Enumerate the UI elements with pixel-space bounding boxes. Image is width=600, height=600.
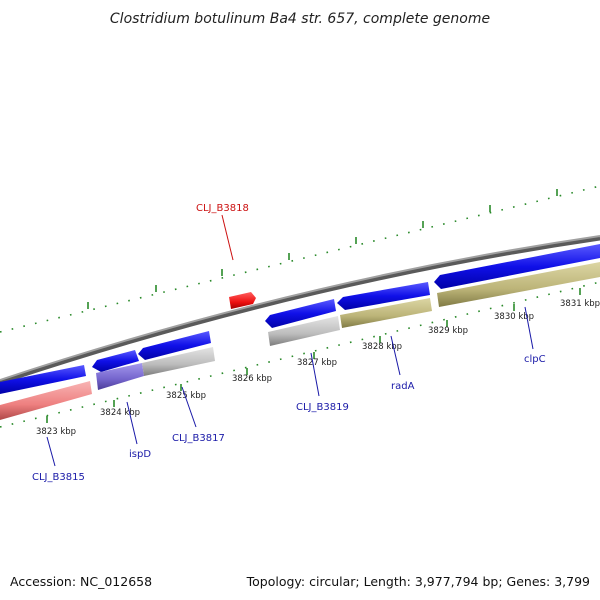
cds-arrow[interactable] xyxy=(138,331,211,360)
gene-label-CLJ_B3817[interactable]: CLJ_B3817 xyxy=(172,433,225,444)
feature-CLJ_B3818[interactable] xyxy=(229,292,256,309)
tick-label: 3830 kbp xyxy=(494,312,534,322)
gene-leader-lines xyxy=(46,214,534,467)
feature-olive[interactable] xyxy=(340,298,432,328)
cds-arrow[interactable] xyxy=(0,365,86,394)
gene-label-CLJ_B3819[interactable]: CLJ_B3819 xyxy=(296,402,349,413)
inner-major-ticks xyxy=(46,288,581,423)
feature-gray[interactable] xyxy=(142,347,215,376)
tick-label: 3827 kbp xyxy=(297,358,337,368)
gene-labels: CLJ_B3815 ispD CLJ_B3817 CLJ_B3818 CLJ_B… xyxy=(32,203,546,483)
tick-label: 3829 kbp xyxy=(428,326,468,336)
cds-arrow[interactable] xyxy=(92,350,139,372)
feature-track xyxy=(0,262,600,420)
accession-text: Accession: NC_012658 xyxy=(10,574,152,589)
map-title: Clostridium botulinum Ba4 str. 657, comp… xyxy=(110,11,490,27)
tick-label: 3826 kbp xyxy=(232,374,272,384)
gene-label-radA[interactable]: radA xyxy=(391,381,415,392)
feature-purple[interactable] xyxy=(96,363,144,390)
feature-olive[interactable] xyxy=(437,262,600,307)
tick-label: 3831 kbp xyxy=(560,299,600,309)
gene-label-CLJ_B3818[interactable]: CLJ_B3818 xyxy=(196,203,249,214)
cds-arrow[interactable] xyxy=(434,244,600,289)
tick-label: 3824 kbp xyxy=(100,408,140,418)
feature-gray[interactable] xyxy=(268,316,340,346)
gene-label-ispD[interactable]: ispD xyxy=(129,449,151,460)
tick-label: 3823 kbp xyxy=(36,427,76,437)
tick-label: 3825 kbp xyxy=(166,391,206,401)
cds-arrow[interactable] xyxy=(265,299,336,328)
forward-cds-track xyxy=(0,244,600,394)
tick-label: 3828 kbp xyxy=(362,342,402,352)
feature-pink[interactable] xyxy=(0,381,92,420)
gene-label-clpC[interactable]: clpC xyxy=(524,354,546,365)
tick-labels: 3823 kbp 3824 kbp 3825 kbp 3826 kbp 3827… xyxy=(36,299,600,437)
genome-summary-text: Topology: circular; Length: 3,977,794 bp… xyxy=(246,574,590,589)
cds-arrow[interactable] xyxy=(337,282,430,310)
outer-major-ticks xyxy=(87,189,558,309)
gene-label-CLJ_B3815[interactable]: CLJ_B3815 xyxy=(32,472,85,483)
genome-backbone xyxy=(0,235,600,385)
